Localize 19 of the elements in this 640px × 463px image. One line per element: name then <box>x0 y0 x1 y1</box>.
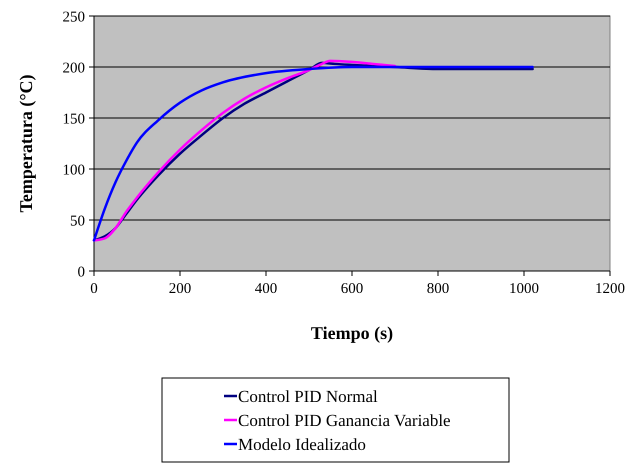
legend-label: Modelo Idealizado <box>238 434 366 454</box>
legend-label: Control PID Normal <box>238 386 378 406</box>
y-tick-label: 0 <box>78 264 85 280</box>
line-series <box>92 60 396 242</box>
x-tick-label: 1200 <box>595 281 625 297</box>
x-axis-title: Tiempo (s) <box>310 323 394 343</box>
y-tick-label: 150 <box>62 111 85 128</box>
y-tick-label: 250 <box>62 9 85 26</box>
x-tick-label: 1000 <box>509 281 539 297</box>
x-tick-label: 400 <box>254 281 278 297</box>
x-tick-label: 600 <box>340 281 364 297</box>
y-axis-title: Temperatura (°C) <box>16 74 36 213</box>
x-tick-label: 800 <box>426 281 450 297</box>
x-tick-label: 0 <box>90 281 98 297</box>
x-tick-label: 200 <box>168 281 192 297</box>
y-tick-label: 50 <box>70 213 85 230</box>
y-tick-label: 100 <box>62 162 85 178</box>
y-tick-label: 200 <box>62 60 85 76</box>
legend-label: Control PID Ganancia Variable <box>238 410 451 430</box>
